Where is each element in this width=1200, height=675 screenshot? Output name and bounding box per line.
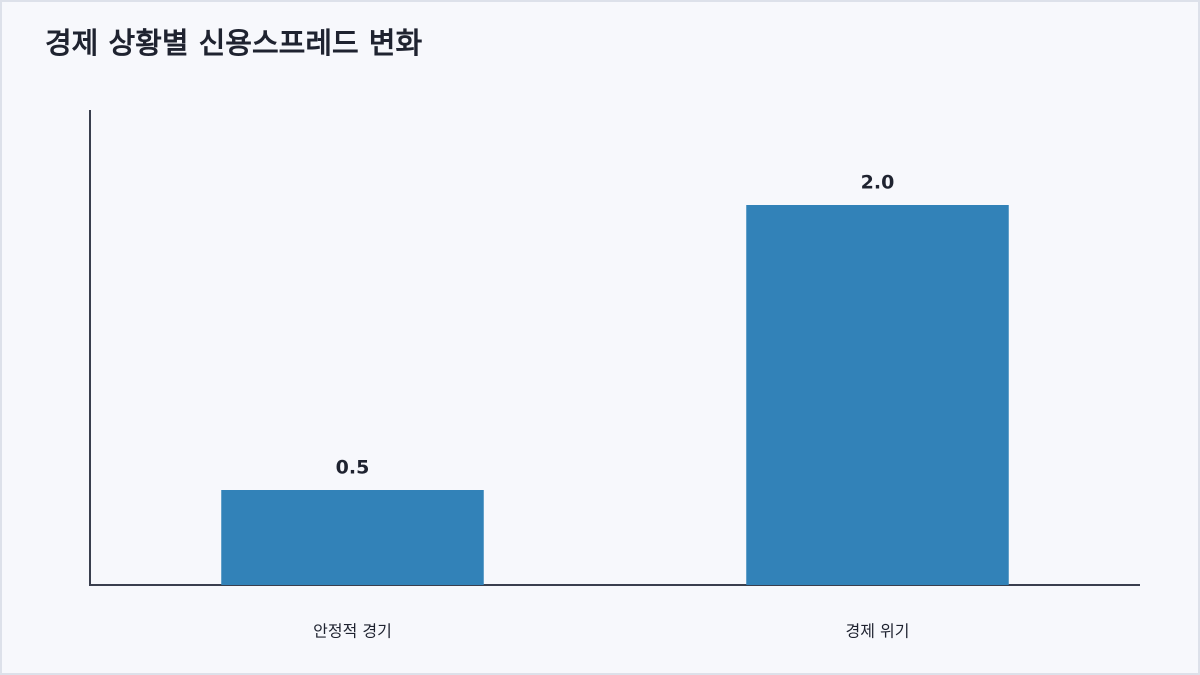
x-tick-label: 안정적 경기 — [313, 622, 392, 641]
data-label: 2.0 — [861, 172, 895, 194]
chart-title: 경제 상황별 신용스프레드 변화 — [45, 26, 422, 60]
x-tick-label: 경제 위기 — [846, 622, 910, 641]
bar — [221, 490, 484, 585]
data-label: 0.5 — [336, 457, 370, 479]
bar — [746, 205, 1009, 585]
